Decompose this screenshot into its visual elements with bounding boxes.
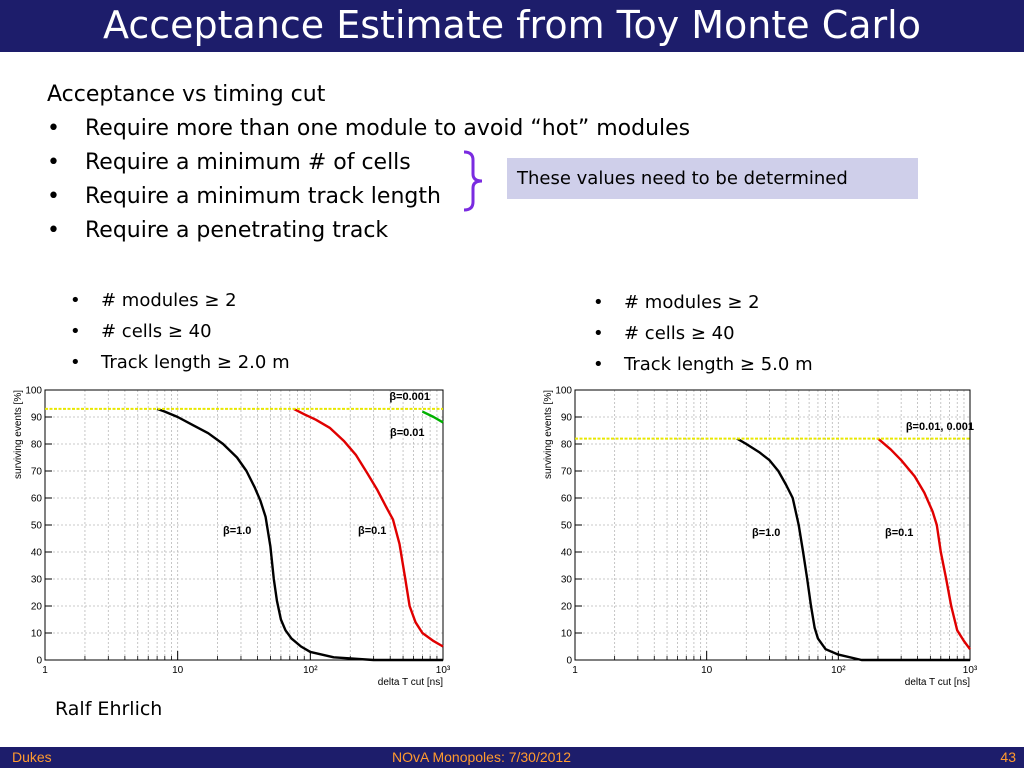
x-tick-label: 1	[572, 665, 578, 676]
list-item: • Track length ≥ 5.0 m	[593, 354, 813, 385]
list-item-text: Track length ≥ 5.0 m	[624, 354, 813, 375]
list-item: • Require a minimum # of cells	[47, 150, 690, 184]
list-item: • # cells ≥ 40	[593, 323, 813, 354]
plot-area	[45, 390, 443, 660]
x-tick-label: 10³	[436, 665, 451, 676]
bullet-dot: •	[47, 184, 60, 209]
list-item-text: # modules ≥ 2	[624, 292, 760, 313]
series-annotation: β=0.01	[390, 427, 425, 439]
right-brace-icon	[463, 150, 483, 212]
y-tick-label: 20	[31, 602, 43, 613]
x-tick-label: 10	[701, 665, 713, 676]
list-item-text: Track length ≥ 2.0 m	[101, 352, 290, 373]
bullet-dot: •	[70, 352, 81, 373]
title-bar: Acceptance Estimate from Toy Monte Carlo	[0, 0, 1024, 52]
x-tick-label: 1	[42, 665, 48, 676]
series-line	[877, 437, 971, 650]
series-annotation: β=1.0	[223, 525, 251, 537]
intro-text: Acceptance vs timing cut	[47, 82, 326, 107]
bullet-dot: •	[47, 218, 60, 243]
list-item-text: # modules ≥ 2	[101, 290, 237, 311]
footer-author: Dukes	[12, 749, 52, 765]
list-item: • # modules ≥ 2	[70, 290, 290, 321]
y-axis-title: surviving events [%]	[13, 390, 24, 479]
requirements-list: • Require more than one module to avoid “…	[47, 116, 690, 252]
y-tick-label: 70	[31, 467, 43, 478]
y-tick-label: 80	[31, 440, 43, 451]
y-tick-label: 20	[561, 602, 573, 613]
series-line	[421, 410, 444, 424]
x-tick-label: 10³	[963, 665, 978, 676]
y-tick-label: 90	[31, 413, 43, 424]
footer-title: NOvA Monopoles: 7/30/2012	[392, 749, 572, 765]
bullet-dot: •	[593, 323, 604, 344]
y-tick-label: 100	[555, 386, 572, 397]
bullet-dot: •	[70, 321, 81, 342]
x-tick-label: 10²	[303, 665, 318, 676]
y-tick-label: 30	[561, 575, 573, 586]
bullet-dot: •	[593, 354, 604, 375]
x-tick-label: 10²	[831, 665, 846, 676]
series-annotation: β=1.0	[752, 527, 780, 539]
slide-number: 43	[1000, 749, 1016, 765]
y-tick-label: 10	[561, 629, 573, 640]
bullet-dot: •	[70, 290, 81, 311]
y-tick-label: 10	[31, 629, 43, 640]
y-tick-label: 60	[561, 494, 573, 505]
list-item: • Require a minimum track length	[47, 184, 690, 218]
y-tick-label: 80	[561, 440, 573, 451]
list-item-text: Require more than one module to avoid “h…	[85, 116, 691, 141]
series-annotation: β=0.01, 0.001	[906, 421, 974, 433]
series-line	[736, 437, 970, 662]
series-line	[293, 407, 444, 648]
y-tick-label: 60	[31, 494, 43, 505]
note-box: These values need to be determined	[507, 158, 918, 199]
x-tick-label: 10	[172, 665, 184, 676]
y-tick-label: 50	[31, 521, 43, 532]
series-annotation: β=0.1	[358, 525, 386, 537]
list-item: • Require a penetrating track	[47, 218, 690, 252]
x-axis-title: delta T cut [ns]	[378, 677, 443, 688]
x-axis-title: delta T cut [ns]	[905, 677, 970, 688]
list-item-text: # cells ≥ 40	[101, 321, 212, 342]
series-annotation: β=0.1	[885, 527, 913, 539]
list-item: • # cells ≥ 40	[70, 321, 290, 352]
y-tick-label: 50	[561, 521, 573, 532]
y-tick-label: 40	[31, 548, 43, 559]
y-tick-label: 30	[31, 575, 43, 586]
series-line	[156, 407, 443, 662]
list-item-text: Require a minimum # of cells	[85, 150, 411, 175]
bullet-dot: •	[593, 292, 604, 313]
y-axis-title: surviving events [%]	[543, 390, 554, 479]
y-tick-label: 0	[566, 656, 572, 667]
list-item: • # modules ≥ 2	[593, 292, 813, 323]
y-tick-label: 70	[561, 467, 573, 478]
footer-bar: Dukes NOvA Monopoles: 7/30/2012 43	[0, 747, 1024, 768]
list-item-text: Require a penetrating track	[85, 218, 389, 243]
y-tick-label: 90	[561, 413, 573, 424]
bullet-dot: •	[47, 150, 60, 175]
list-item: • Require more than one module to avoid “…	[47, 116, 690, 150]
y-tick-label: 40	[561, 548, 573, 559]
cuts-list-right: • # modules ≥ 2 • # cells ≥ 40 • Track leng…	[593, 292, 813, 385]
list-item-text: # cells ≥ 40	[624, 323, 735, 344]
author-name: Ralf Ehrlich	[55, 698, 163, 720]
bullet-dot: •	[47, 116, 60, 141]
series-annotation: β=0.001	[389, 391, 430, 403]
slide-title: Acceptance Estimate from Toy Monte Carlo	[103, 3, 921, 47]
y-tick-label: 100	[25, 386, 42, 397]
y-tick-label: 0	[36, 656, 42, 667]
list-item-text: Require a minimum track length	[85, 184, 441, 209]
list-item: • Track length ≥ 2.0 m	[70, 352, 290, 383]
cuts-list-left: • # modules ≥ 2 • # cells ≥ 40 • Track leng…	[70, 290, 290, 383]
